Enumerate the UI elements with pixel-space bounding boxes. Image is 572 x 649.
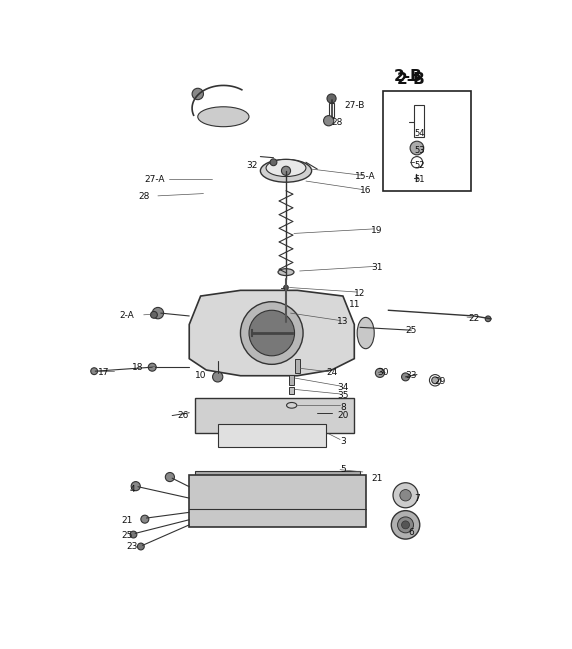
Circle shape [324,116,334,126]
Ellipse shape [198,107,249,127]
Bar [289,375,294,386]
Ellipse shape [278,269,294,276]
Text: 28: 28 [138,192,149,201]
Text: 2-B: 2-B [394,69,423,84]
Circle shape [398,517,414,533]
Text: 3: 3 [340,437,346,446]
Bar [189,475,366,526]
Text: 35: 35 [337,391,349,400]
Bar [414,105,424,137]
Text: 23: 23 [126,542,138,551]
Circle shape [152,308,164,319]
Circle shape [141,515,149,523]
Text: 16: 16 [360,186,371,195]
Text: 32: 32 [246,160,257,169]
Circle shape [284,285,288,289]
Bar [383,91,471,191]
Text: 33: 33 [406,371,417,380]
Bar [218,424,326,447]
Circle shape [137,543,144,550]
Text: 27-A: 27-A [145,175,165,184]
Ellipse shape [260,160,312,182]
Text: 53: 53 [415,147,425,155]
Text: 22: 22 [468,314,479,323]
Text: 25: 25 [121,531,132,539]
Bar [195,398,354,433]
Text: 25: 25 [406,326,417,335]
Circle shape [402,521,410,529]
Circle shape [281,166,291,175]
Bar [289,387,294,394]
Circle shape [375,369,384,378]
Text: 11: 11 [348,300,360,309]
Bar [195,471,360,475]
Text: 20: 20 [337,411,348,420]
Circle shape [432,377,439,384]
Circle shape [270,159,277,165]
Text: 34: 34 [337,383,348,391]
Text: 18: 18 [132,363,144,372]
Circle shape [249,310,295,356]
Ellipse shape [357,317,374,349]
Text: 5: 5 [340,465,346,474]
Text: 30: 30 [377,369,388,377]
Text: 52: 52 [415,160,425,169]
Text: 2-B: 2-B [397,72,426,87]
Text: 2-A: 2-A [119,312,134,321]
Text: 29: 29 [434,377,446,386]
Circle shape [485,316,491,322]
Circle shape [393,483,418,508]
Text: 21: 21 [121,517,132,526]
Text: 4: 4 [129,485,135,494]
Circle shape [327,94,336,103]
Text: 12: 12 [354,289,366,298]
Text: 24: 24 [326,369,337,377]
Text: 21: 21 [371,474,383,483]
Text: 15-A: 15-A [355,172,376,181]
Text: 13: 13 [337,317,349,326]
Text: 27-B: 27-B [344,101,364,110]
Bar [329,103,334,117]
Text: 26: 26 [178,411,189,420]
Circle shape [410,141,424,155]
Circle shape [391,511,420,539]
Circle shape [165,472,174,482]
Circle shape [130,531,137,538]
Circle shape [240,302,303,364]
Bar [295,359,300,373]
Circle shape [148,363,156,371]
Text: 10: 10 [195,371,206,380]
Text: 54: 54 [415,129,425,138]
Text: 31: 31 [371,263,383,272]
Circle shape [402,373,410,381]
Circle shape [91,368,98,374]
Text: 28: 28 [332,118,343,127]
Text: 7: 7 [414,494,420,502]
Text: 17: 17 [98,369,110,377]
Ellipse shape [266,160,306,177]
Text: 8: 8 [340,402,346,411]
Circle shape [400,489,411,501]
Circle shape [131,482,140,491]
Polygon shape [189,290,354,376]
Circle shape [150,312,157,318]
Circle shape [213,372,223,382]
Text: 51: 51 [415,175,425,184]
Circle shape [192,88,204,100]
Text: 19: 19 [371,226,383,235]
Text: 6: 6 [408,528,414,537]
